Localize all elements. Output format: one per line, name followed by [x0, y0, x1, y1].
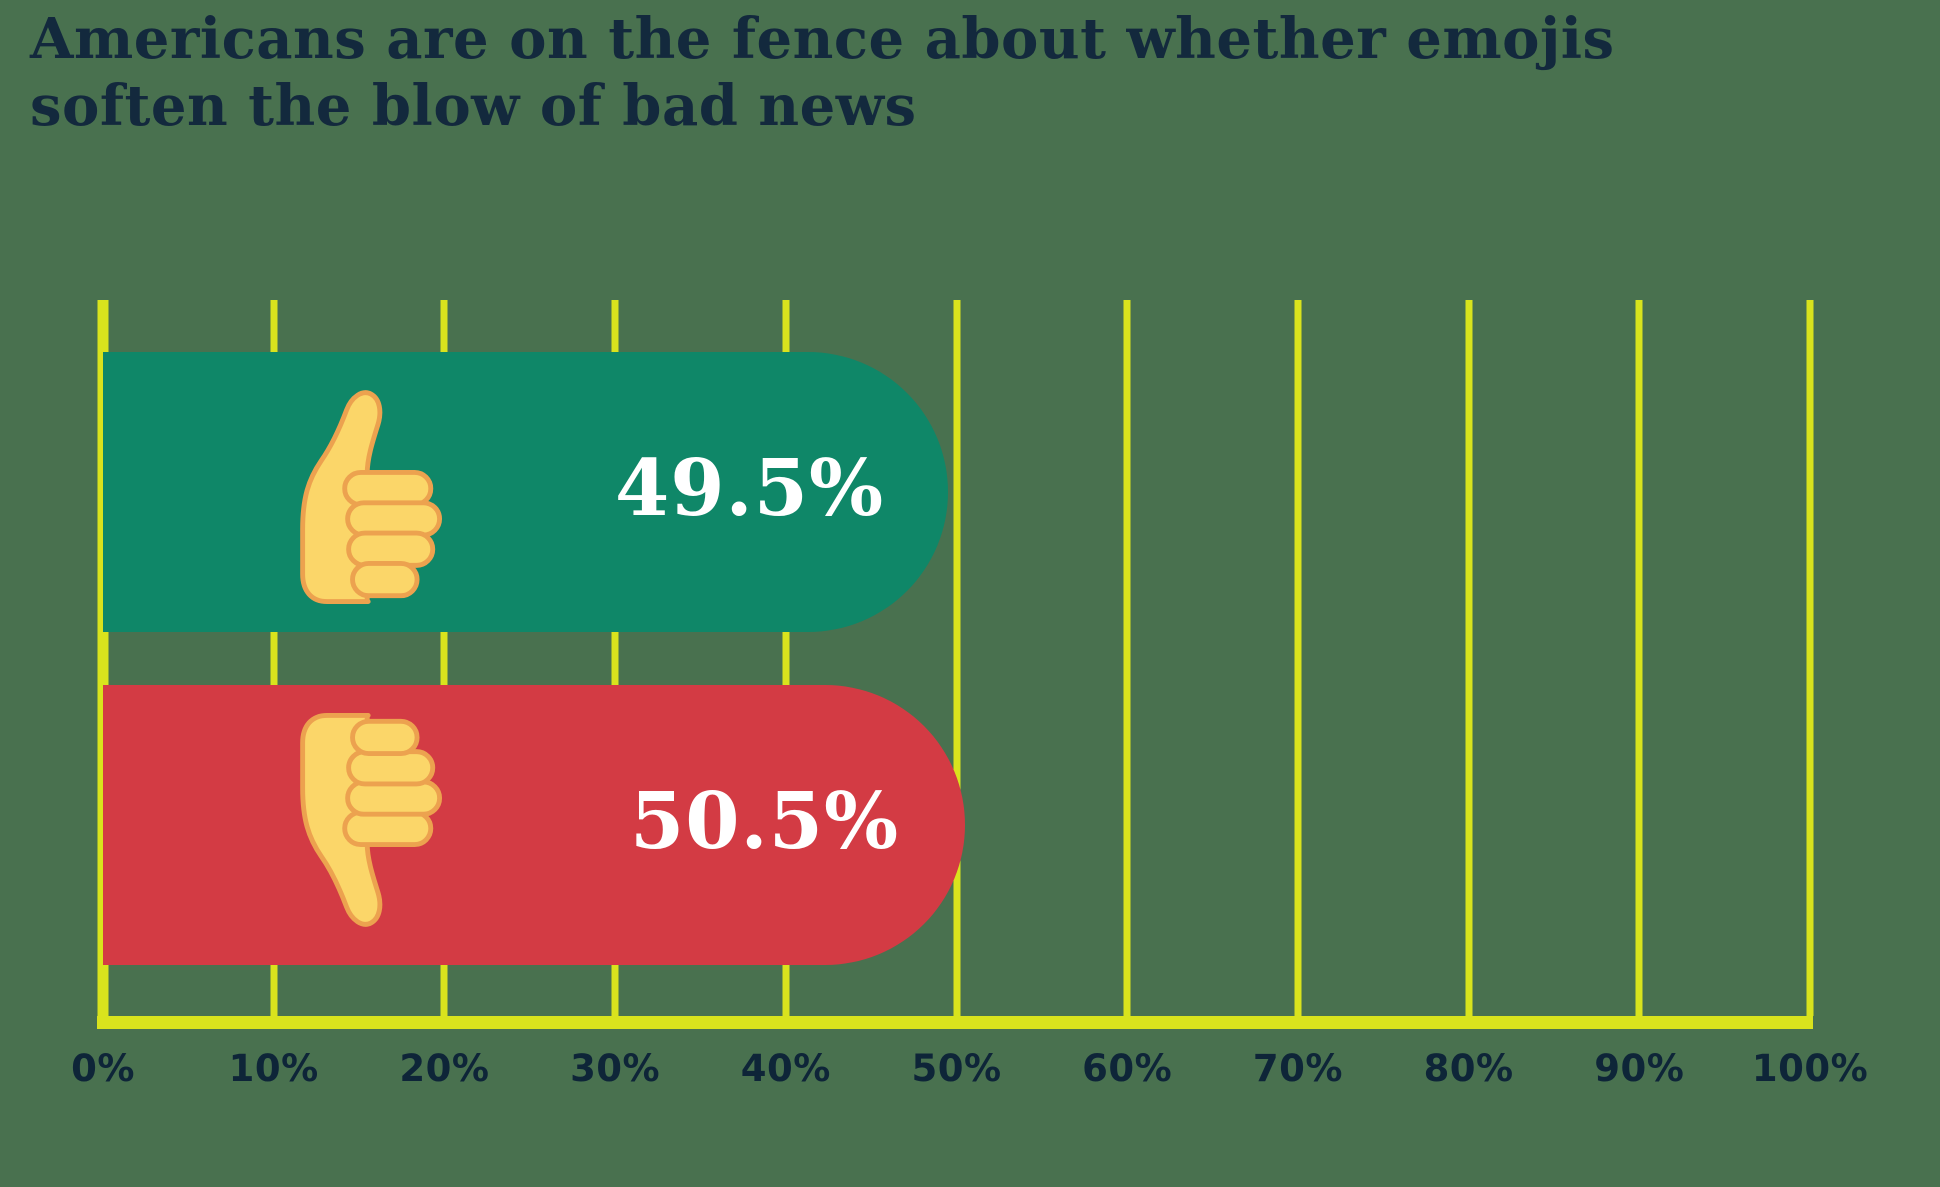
- gridline-40pct: [782, 300, 790, 1016]
- x-tick-50pct: 50%: [911, 1047, 1002, 1090]
- x-tick-30pct: 30%: [570, 1047, 661, 1090]
- gridline-20pct: [440, 300, 448, 1016]
- gridline-80pct: [1465, 300, 1473, 1016]
- x-axis-labels: 0% 10% 20% 30% 40% 50% 60% 70% 80% 90% 1…: [71, 1047, 1868, 1090]
- bar-thumbs-down: 50.5%: [103, 685, 966, 965]
- chart-title: Americans are on the fence about whether…: [30, 6, 1615, 140]
- plot-area: 49.5% 50.5%: [97, 300, 1814, 1029]
- x-tick-10pct: 10%: [228, 1047, 319, 1090]
- y-axis-line: [97, 300, 109, 1016]
- gridline-100pct: [1806, 300, 1814, 1016]
- x-tick-80pct: 80%: [1423, 1047, 1514, 1090]
- x-tick-20pct: 20%: [399, 1047, 490, 1090]
- bar-value-thumbs-up: 49.5%: [615, 442, 885, 534]
- chart-title-line-1: Americans are on the fence about whether…: [30, 6, 1615, 72]
- x-tick-90pct: 90%: [1594, 1047, 1685, 1090]
- gridline-10pct: [270, 300, 278, 1016]
- x-axis-line: [97, 1016, 1813, 1029]
- thumbs-down-emoji: [300, 712, 443, 927]
- gridline-30pct: [611, 300, 619, 1016]
- x-tick-0pct: 0%: [71, 1047, 135, 1090]
- gridline-60pct: [1123, 300, 1131, 1016]
- x-tick-40pct: 40%: [740, 1047, 831, 1090]
- x-tick-100pct: 100%: [1751, 1047, 1869, 1090]
- bar-thumbs-up: 49.5%: [103, 352, 948, 632]
- thumbs-up-emoji: [300, 390, 443, 605]
- gridline-50pct: [953, 300, 960, 1016]
- bar-value-thumbs-down: 50.5%: [630, 775, 900, 867]
- chart-title-line-2: soften the blow of bad news: [30, 73, 917, 139]
- x-tick-60pct: 60%: [1082, 1047, 1173, 1090]
- gridline-90pct: [1635, 300, 1643, 1016]
- x-tick-70pct: 70%: [1252, 1047, 1343, 1090]
- gridline-70pct: [1294, 300, 1302, 1016]
